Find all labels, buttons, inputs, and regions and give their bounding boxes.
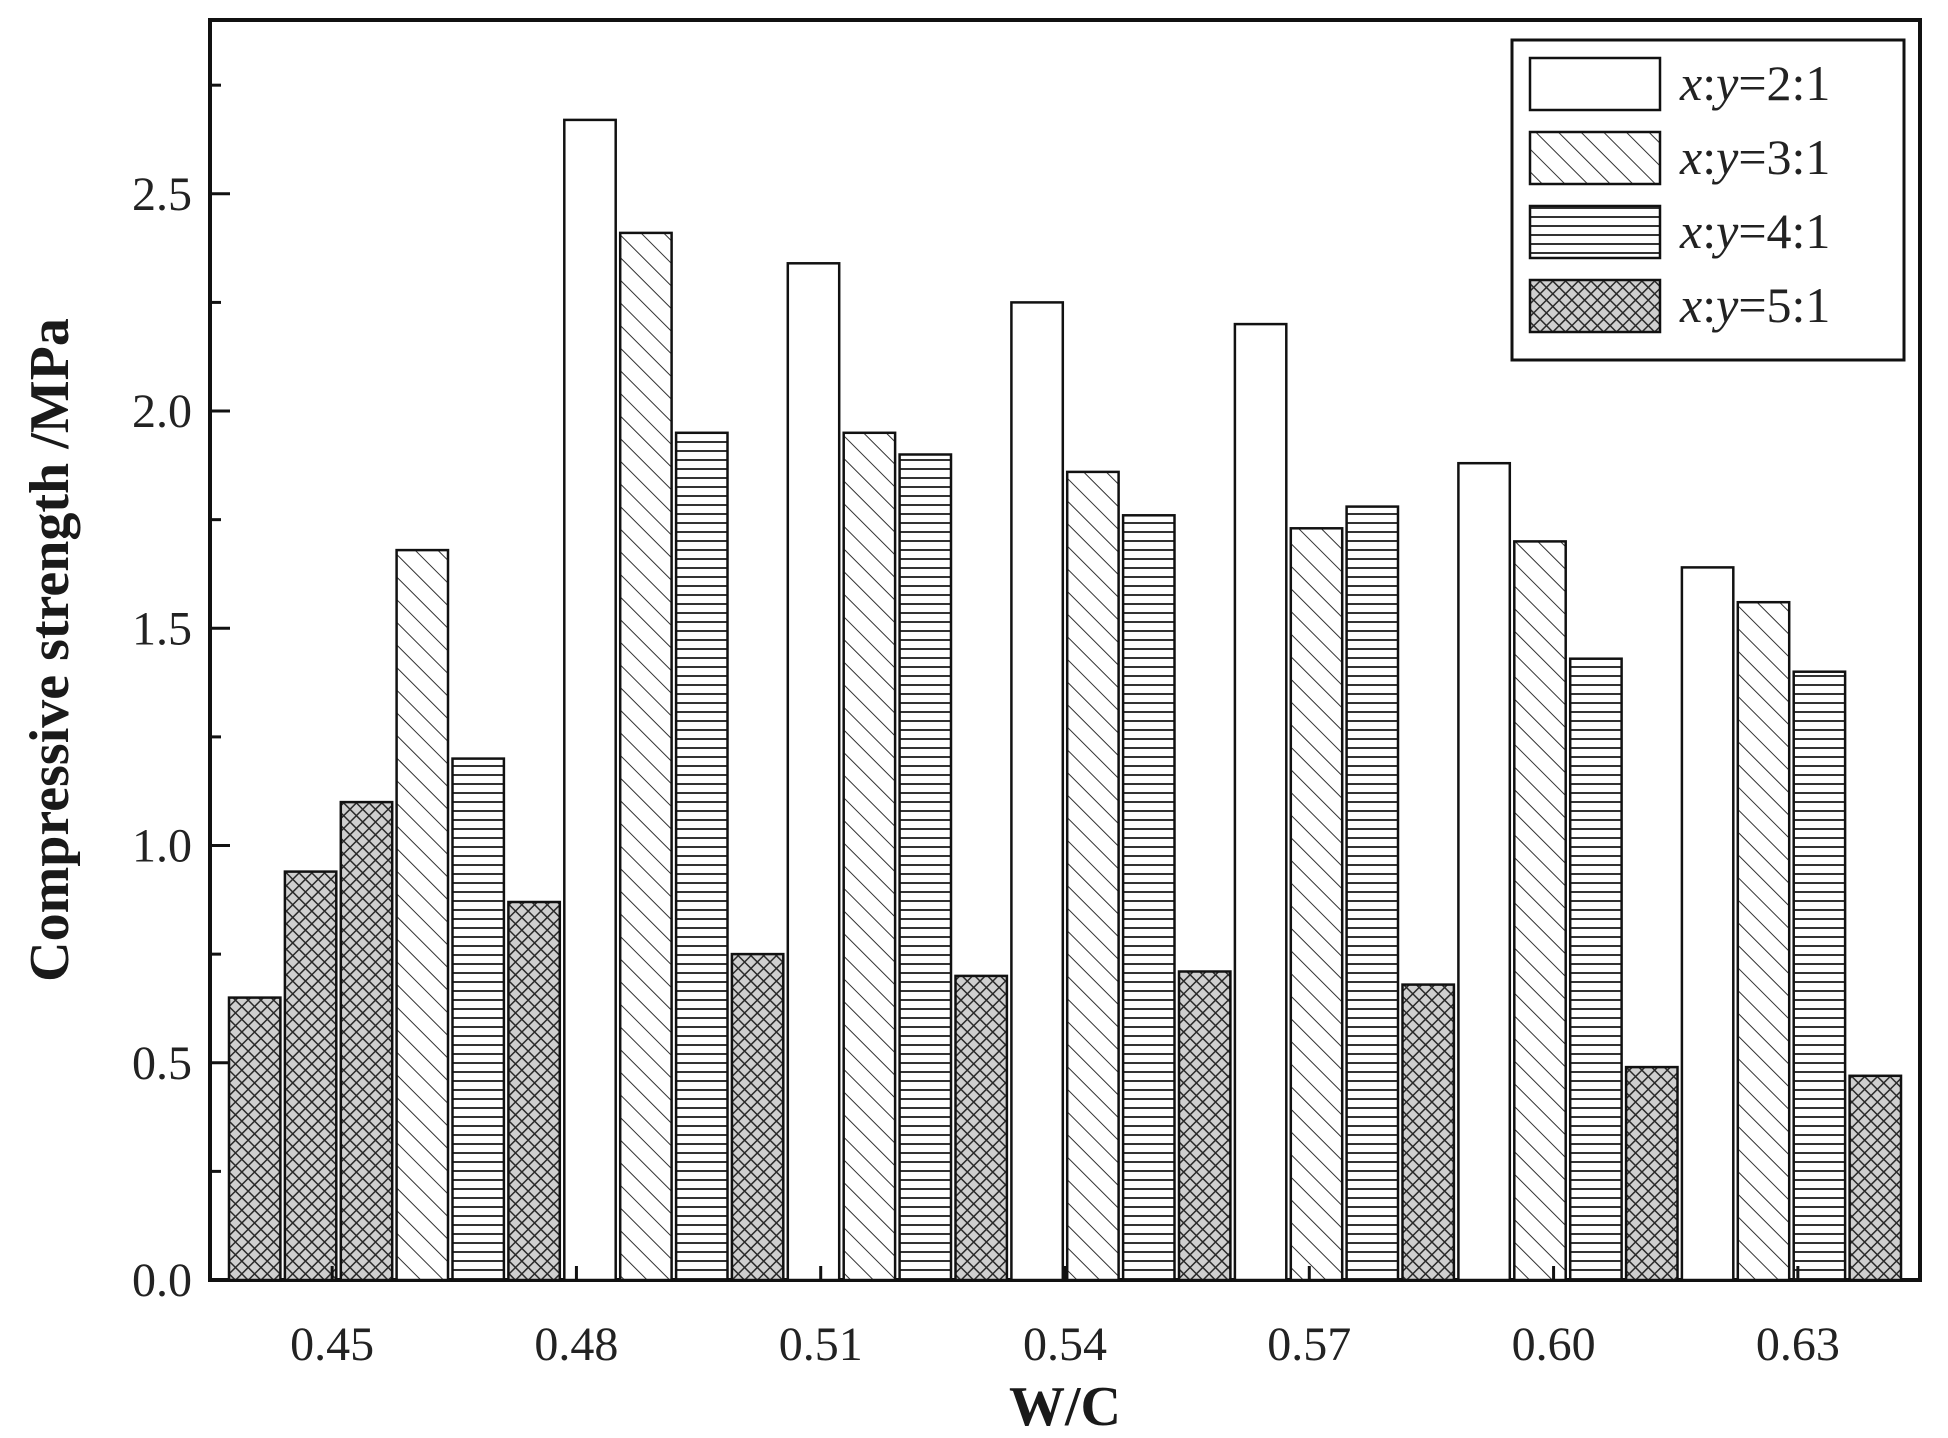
legend: x:y=2:1 x:y=3:1 x:y=4:1 x:y=5:1 xyxy=(1510,38,1906,362)
bar-series-3-1-15 xyxy=(1065,470,1120,1282)
bar-series-4-1-12 xyxy=(898,453,953,1282)
bar-series-4-1-20 xyxy=(1345,505,1400,1282)
y-axis-title: Compressive strength /MPa xyxy=(19,318,81,982)
bar-series-5-1-0 xyxy=(227,996,282,1282)
bar-series-5-1-5 xyxy=(507,900,562,1282)
x-tick-label: 0.57 xyxy=(1267,1318,1351,1371)
bar-series-2-1-6 xyxy=(563,118,617,1282)
legend-label-series-4-1: x:y=4:1 xyxy=(1679,203,1830,259)
legend-label-series-3-1: x:y=3:1 xyxy=(1679,129,1830,185)
bar-series-5-1-17 xyxy=(1177,970,1232,1282)
bar-series-3-1-19 xyxy=(1289,527,1344,1282)
bar-series-3-1-3 xyxy=(395,548,450,1282)
bar-series-3-1-7 xyxy=(618,231,673,1282)
bars-group xyxy=(227,118,1903,1282)
y-tick-label: 0.5 xyxy=(132,1037,192,1090)
legend-swatch-series-5-1 xyxy=(1528,278,1662,334)
x-tick-label: 0.45 xyxy=(290,1318,374,1371)
bar-series-3-1-11 xyxy=(842,431,897,1282)
bar-series-5-1-2 xyxy=(339,800,394,1282)
legend-swatch-series-2-1 xyxy=(1528,56,1662,112)
bar-series-2-1-22 xyxy=(1457,461,1512,1282)
x-tick-label: 0.54 xyxy=(1023,1318,1107,1371)
y-tick-label: 2.0 xyxy=(132,385,192,438)
bar-series-5-1-29 xyxy=(1848,1074,1903,1282)
bar-series-4-1-4 xyxy=(451,757,506,1282)
bar-series-2-1-26 xyxy=(1680,566,1735,1282)
bar-series-5-1-9 xyxy=(730,952,785,1282)
bar-series-4-1-8 xyxy=(674,431,729,1282)
legend-label-series-2-1: x:y=2:1 xyxy=(1679,55,1830,111)
bar-series-3-1-27 xyxy=(1736,600,1791,1282)
legend-swatch-series-4-1 xyxy=(1528,204,1662,260)
bar-series-4-1-28 xyxy=(1792,670,1847,1282)
y-tick-label: 2.5 xyxy=(132,168,192,221)
y-axis: 0.0 0.5 1.0 1.5 2.0 2.5 xyxy=(132,83,230,1307)
y-tick-label: 1.0 xyxy=(132,820,192,873)
x-tick-label: 0.51 xyxy=(779,1318,863,1371)
bar-series-4-1-24 xyxy=(1568,657,1623,1282)
x-axis: 0.45 0.48 0.51 0.54 0.57 0.60 0.63 xyxy=(290,1266,1840,1371)
y-tick-label: 1.5 xyxy=(132,602,192,655)
bar-series-5-1-13 xyxy=(954,974,1009,1282)
bar-series-2-1-14 xyxy=(1010,301,1065,1282)
bar-series-3-1-23 xyxy=(1513,540,1567,1282)
legend-label-series-5-1: x:y=5:1 xyxy=(1679,277,1830,333)
bar-series-4-1-16 xyxy=(1121,514,1176,1282)
y-tick-label: 0.0 xyxy=(132,1254,192,1307)
bar-series-2-1-18 xyxy=(1233,322,1288,1282)
legend-swatch-series-3-1 xyxy=(1528,130,1662,186)
x-tick-label: 0.60 xyxy=(1512,1318,1596,1371)
bar-series-2-1-10 xyxy=(786,262,841,1282)
bar-series-5-1-25 xyxy=(1624,1065,1679,1282)
bar-series-5-1-21 xyxy=(1401,983,1456,1282)
x-tick-label: 0.48 xyxy=(534,1318,618,1371)
x-tick-label: 0.63 xyxy=(1756,1318,1840,1371)
x-axis-title: W/C xyxy=(1009,1376,1121,1438)
bar-series-5-1-1 xyxy=(283,870,338,1282)
